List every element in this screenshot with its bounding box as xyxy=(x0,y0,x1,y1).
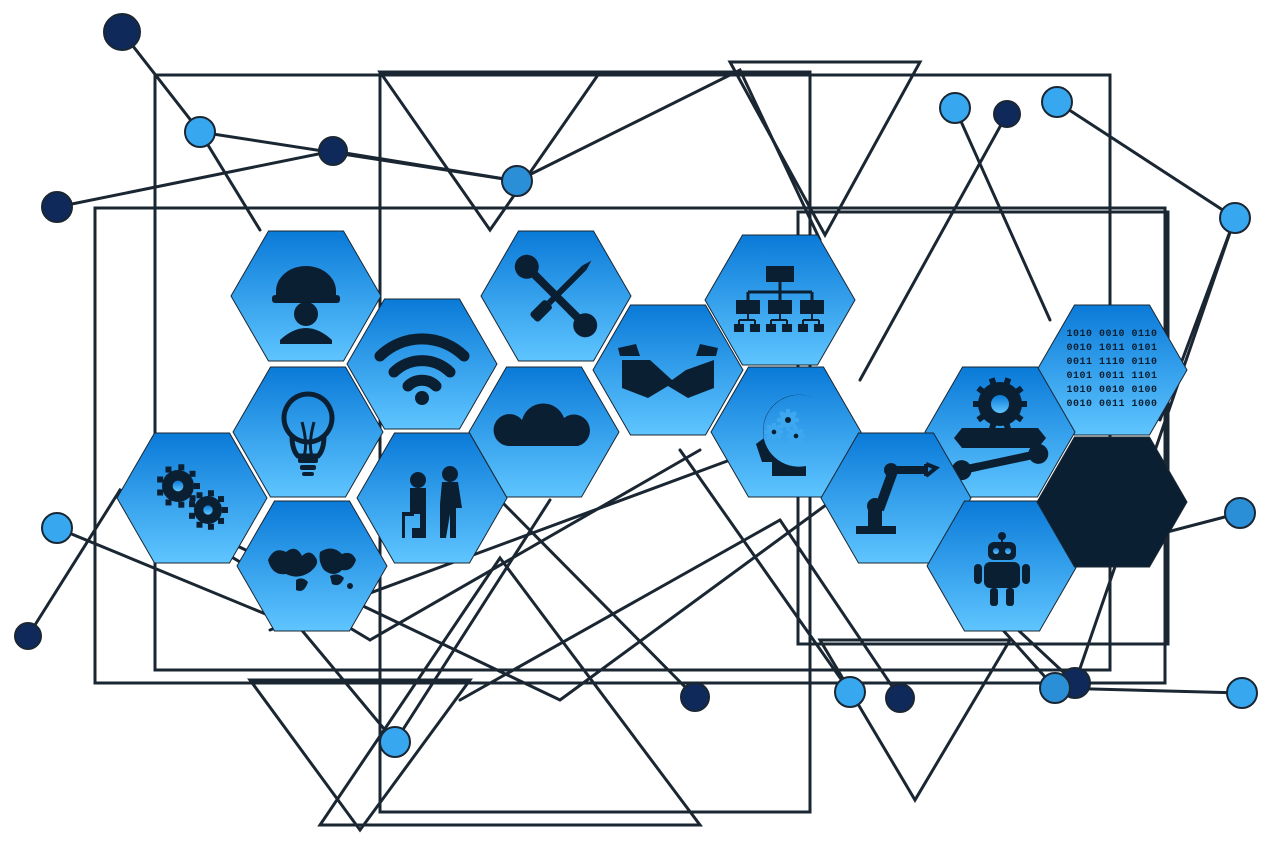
hexagon-layer: 1010 0010 0110 0010 1011 0101 0011 1110 01… xyxy=(117,231,1187,631)
svg-text:Service: Service xyxy=(976,430,1024,447)
svg-text:0010 0011 1000: 0010 0011 1000 xyxy=(1066,399,1157,410)
svg-text:0010 1011 0101: 0010 1011 0101 xyxy=(1066,343,1157,354)
hex-worker xyxy=(231,231,381,361)
svg-text:0101 0011 1101: 0101 0011 1101 xyxy=(1066,371,1157,382)
network-node-dot xyxy=(940,93,970,123)
network-node-dot xyxy=(681,683,709,711)
network-node-dot xyxy=(15,623,41,649)
network-node-dot xyxy=(1040,673,1070,703)
network-node-dot xyxy=(380,727,410,757)
industry-network-diagram: 1010 0010 0110 0010 1011 0101 0011 1110 01… xyxy=(0,0,1280,853)
network-node-dot xyxy=(42,192,72,222)
hex-tools xyxy=(481,231,631,361)
network-node-dot xyxy=(1220,203,1250,233)
network-node-dot xyxy=(185,117,215,147)
svg-text:1010 0010 0110: 1010 0010 0110 xyxy=(1066,329,1157,340)
network-node-dot xyxy=(1042,87,1072,117)
network-node-dot xyxy=(319,137,347,165)
network-node-dot xyxy=(1225,498,1255,528)
network-node-dot xyxy=(104,14,140,50)
network-node-dot xyxy=(835,677,865,707)
network-node-dot xyxy=(886,684,914,712)
svg-text:0011 1110 0110: 0011 1110 0110 xyxy=(1066,357,1157,368)
svg-text:1010 0010 0100: 1010 0010 0100 xyxy=(1066,385,1157,396)
network-node-dot xyxy=(502,166,532,196)
network-node-dot xyxy=(1227,678,1257,708)
network-node-dot xyxy=(994,101,1020,127)
network-node-dot xyxy=(42,513,72,543)
